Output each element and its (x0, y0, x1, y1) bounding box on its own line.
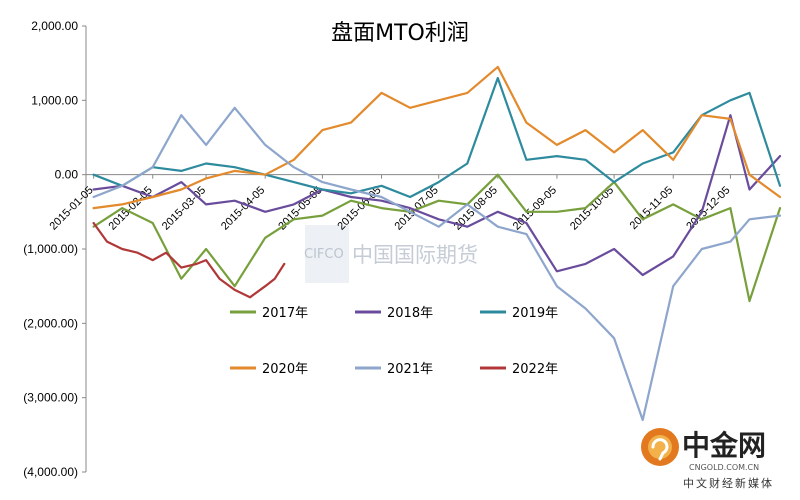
brand-slogan: 中文财经新媒体 (683, 476, 774, 490)
chart-title: 盘面MTO利润 (331, 21, 469, 46)
series-line-6 (92, 221, 286, 299)
brand-name: 中金网 (682, 429, 766, 462)
legend-label: 2019年 (512, 306, 558, 321)
watermark-logo-block (305, 225, 349, 283)
legend-label: 2022年 (512, 362, 558, 377)
y-tick-label: (3,000.00) (23, 391, 78, 405)
legend-label: 2017年 (262, 306, 308, 321)
brand-domain: CNGOLD.COM.CN (689, 463, 759, 472)
y-tick-label: (1,000.00) (23, 242, 78, 256)
y-tick-label: 0.00 (55, 168, 79, 182)
brand-logo: 中金网 CNGOLD.COM.CN 中文财经新媒体 (641, 428, 774, 490)
series-lines (92, 65, 782, 422)
y-tick-label: 1,000.00 (31, 93, 78, 107)
brand-coin-mark (651, 438, 669, 461)
y-tick-label: (4,000.00) (23, 465, 78, 479)
legend-label: 2020年 (262, 362, 308, 377)
series-line-3 (92, 76, 782, 199)
series-line-5 (92, 106, 782, 422)
watermark-name: 中国国际期货 (352, 243, 478, 267)
y-tick-label: 2,000.00 (31, 19, 78, 33)
y-tick-label: (2,000.00) (23, 316, 78, 330)
y-axis: 2,000.00 1,000.00 0.00 (1,000.00) (2,000.00)… (23, 19, 87, 479)
legend-label: 2018年 (387, 306, 433, 321)
watermark-logo-text: CIFCO (304, 247, 344, 262)
legend-label: 2021年 (387, 362, 433, 377)
series-line-4 (92, 65, 782, 210)
legend: 2017年 2018年 2019年 2020年 2021年 2022年 (230, 306, 558, 377)
series-line-1 (92, 173, 782, 303)
watermark: CIFCO 中国国际期货 (304, 225, 478, 283)
series-line-2 (92, 114, 782, 277)
